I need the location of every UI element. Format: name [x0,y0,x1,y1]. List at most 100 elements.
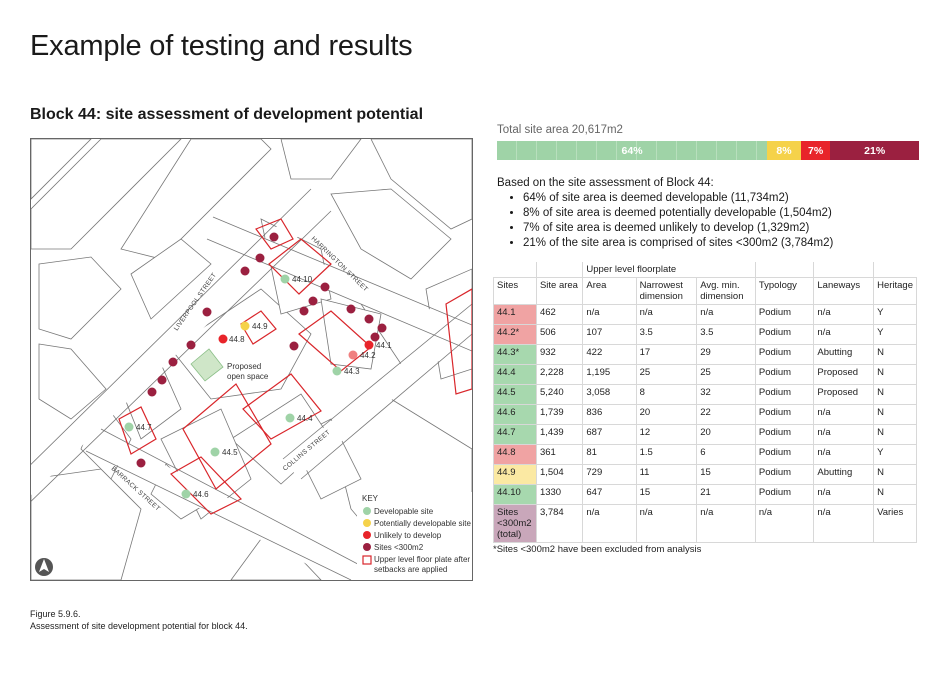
map-key: KEY Developable site Potentially develop… [357,492,472,580]
table-cell: 20 [635,404,698,425]
table-cell: 506 [535,324,584,345]
table-cell: N [873,384,917,405]
table-cell: 361 [535,444,584,465]
table-cell: Proposed [813,364,875,385]
key-unlikely: Unlikely to develop [374,531,442,540]
table-row: 44.9 1,504 729 11 15 Podium Abutting N [493,464,917,485]
table-cell: 20 [696,424,756,445]
table-cell: n/a [813,304,875,325]
floor-plates [118,218,472,515]
table-cell: 647 [582,484,637,505]
svg-text:44.5: 44.5 [222,448,238,457]
table-cell: n/a [754,504,815,543]
svg-text:44.8: 44.8 [229,335,245,344]
summary-list: 64% of site area is deemed developable (… [497,191,833,251]
table-cell: Abutting [813,344,875,365]
col-header: Sites [493,277,537,305]
table-cell: 32 [696,384,756,405]
table-cell: n/a [635,504,698,543]
table-cell: N [873,364,917,385]
table-cell: n/a [582,304,637,325]
bar-segment-unlikely: 7% [800,141,831,160]
table-footnote: *Sites <300m2 have been excluded from an… [493,544,702,555]
table-cell: 1.5 [635,444,698,465]
col-header: Laneways [813,277,875,305]
site-assessment-table: Upper level floorplate Sites Site area A… [493,262,917,543]
table-cell: Podium [754,404,815,425]
table-cell: Abutting [813,464,875,485]
table-cell: 1330 [535,484,584,505]
table-row: 44.5 5,240 3,058 8 32 Podium Proposed N [493,384,917,405]
table-cell: Podium [754,364,815,385]
summary-item: 21% of the site area is comprised of sit… [523,236,833,251]
table-cell: n/a [696,504,756,543]
table-row: 44.10 1330 647 15 21 Podium n/a N [493,484,917,505]
map-title: Block 44: site assessment of development… [30,106,424,123]
site-area-breakdown-bar: 64% 8% 7% 21% [497,141,919,160]
bar-segment-small: 21% [830,141,919,160]
summary-intro: Based on the site assessment of Block 44… [497,177,714,189]
table-cell: 11 [635,464,698,485]
table-cell: 107 [582,324,637,345]
caption-text: Assessment of site development potential… [30,621,248,631]
group-header: Upper level floorplate [582,262,756,278]
table-cell: Podium [754,304,815,325]
col-header: Narrowest dimension [635,277,698,305]
table-cell: 3.5 [635,324,698,345]
key-floor-line1: Upper level floor plate after [374,555,470,564]
site-44-5: 44.5 [210,447,238,457]
table-cell: n/a [813,324,875,345]
assessment-summary: Based on the site assessment of Block 44… [497,176,833,251]
svg-text:44.3: 44.3 [344,367,360,376]
col-header: Heritage [873,277,917,305]
table-cell: Podium [754,464,815,485]
table-cell: 687 [582,424,637,445]
table-cell: 22 [696,404,756,425]
table-cell: 3,784 [535,504,584,543]
table-cell: 932 [535,344,584,365]
site-id-cell: 44.1 [493,304,537,325]
table-cell: n/a [813,404,875,425]
site-44-1: 44.1 [364,340,392,350]
table-cell: 81 [582,444,637,465]
site-id-cell: 44.3* [493,344,537,365]
site-44-7: 44.7 [124,422,152,432]
table-cell: 1,439 [535,424,584,445]
table-row: 44.2* 506 107 3.5 3.5 Podium n/a Y [493,324,917,345]
table-cell: 17 [635,344,698,365]
key-floor-line2: setbacks are applied [374,565,447,574]
table-cell: N [873,464,917,485]
summary-item: 8% of site area is deemed potentially de… [523,206,833,221]
north-arrow-icon [35,558,53,576]
table-cell: Podium [754,384,815,405]
map-drawing: 44.10 44.9 44.8 44.1 44.2 44.3 44.4 44.5… [31,139,472,580]
page-title: Example of testing and results [30,30,413,62]
table-cell: 1,195 [582,364,637,385]
table-cell: N [873,424,917,445]
table-cell: N [873,404,917,425]
table-cell: 15 [635,484,698,505]
total-site-area: Total site area 20,617m2 [497,124,623,136]
svg-text:44.4: 44.4 [297,414,313,423]
open-space-label-line1: Proposed [227,362,261,371]
table-cell: n/a [813,504,875,543]
caption-number: Figure 5.9.6. [30,609,81,619]
key-small: Sites <300m2 [374,543,424,552]
header-spacer [754,262,815,278]
bar-segment-potential: 8% [767,141,801,160]
site-44-10: 44.10 [280,274,313,284]
bar-label-potential: 8% [776,144,792,157]
col-header: Site area [535,277,584,305]
site-id-cell: 44.2* [493,324,537,345]
table-cell: 8 [635,384,698,405]
site-id-cell: 44.8 [493,444,537,465]
site-44-4: 44.4 [285,413,313,423]
site-44-6: 44.6 [181,489,209,499]
site-44-8: 44.8 [218,334,245,344]
table-cell: Podium [754,344,815,365]
table-cell: n/a [813,424,875,445]
svg-text:44.10: 44.10 [292,275,313,284]
header-spacer [873,262,917,278]
assessed-sites: 44.10 44.9 44.8 44.1 44.2 44.3 44.4 44.5… [124,274,392,499]
key-title: KEY [362,494,379,503]
